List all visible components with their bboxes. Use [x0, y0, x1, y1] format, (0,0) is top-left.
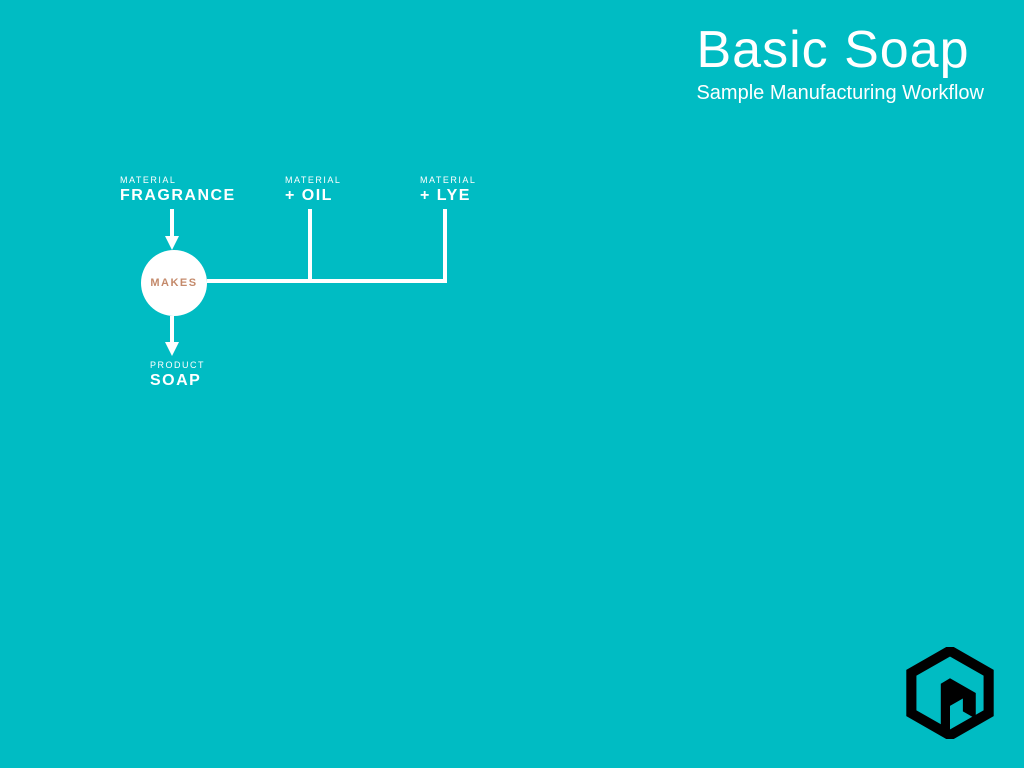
brand-logo-icon — [904, 647, 996, 744]
product-category-label: PRODUCT — [150, 360, 205, 370]
material-category-label: MATERIAL — [285, 175, 341, 185]
flow-horizontal-bus — [207, 279, 447, 283]
slide-canvas: Basic Soap Sample Manufacturing Workflow… — [0, 0, 1024, 768]
process-node-label: MAKES — [150, 277, 197, 289]
material-oil: MATERIAL + OIL — [285, 175, 341, 205]
material-lye: MATERIAL + LYE — [420, 175, 476, 205]
material-name: + LYE — [420, 187, 476, 205]
material-fragrance: MATERIAL FRAGRANCE — [120, 175, 236, 205]
flow-stem-output — [170, 316, 174, 342]
product-name: SOAP — [150, 372, 205, 390]
page-subtitle: Sample Manufacturing Workflow — [696, 82, 984, 105]
material-name: FRAGRANCE — [120, 187, 236, 205]
arrow-down-icon — [165, 342, 179, 356]
material-category-label: MATERIAL — [420, 175, 476, 185]
material-category-label: MATERIAL — [120, 175, 236, 185]
header: Basic Soap Sample Manufacturing Workflow — [696, 20, 984, 105]
product-soap: PRODUCT SOAP — [150, 360, 205, 390]
arrow-down-icon — [165, 236, 179, 250]
process-node-makes: MAKES — [141, 250, 207, 316]
flow-stem-oil — [308, 209, 312, 283]
flow-stem-fragrance — [170, 209, 174, 236]
page-title: Basic Soap — [696, 20, 984, 80]
material-name: + OIL — [285, 187, 341, 205]
flow-stem-lye — [443, 209, 447, 283]
